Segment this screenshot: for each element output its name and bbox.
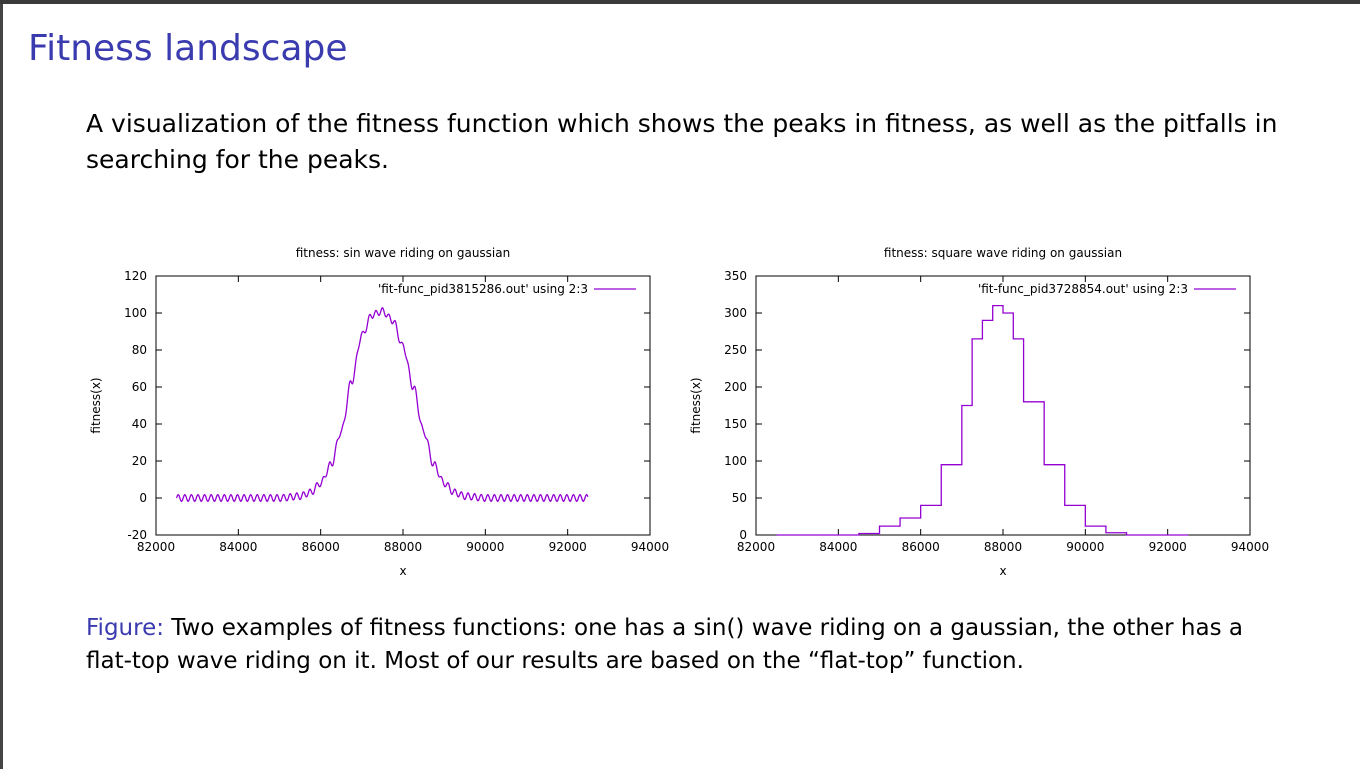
chart0-title: fitness: sin wave riding on gaussian [296,246,510,260]
chart0-legend-label: 'fit-func_pid3815286.out' using 2:3 [378,282,588,296]
chart0-x-tick-label: 92000 [549,540,587,554]
chart1-y-tick-label: 150 [724,417,747,431]
caption-label: Figure: [86,615,164,641]
chart0-x-tick-label: 88000 [384,540,422,554]
chart1-legend-label: 'fit-func_pid3728854.out' using 2:3 [978,282,1188,296]
chart0-y-tick-label: 100 [124,306,147,320]
chart1-x-tick-label: 82000 [737,540,775,554]
figure-caption: Figure: Two examples of fitness function… [86,612,1286,678]
chart1-x-tick-label: 94000 [1231,540,1269,554]
chart1-x-tick-label: 90000 [1066,540,1104,554]
chart1-plot-frame [755,275,1251,536]
chart0-series-line [175,307,589,503]
chart-sin-wave-svg: fitness: sin wave riding on gaussian 8200… [89,246,669,578]
chart-square-wave-svg: fitness: square wave riding on gaussian 8… [689,246,1269,578]
slide-title: Fitness landscape [28,28,348,69]
intro-paragraph: A visualization of the fitness function … [86,109,1278,174]
chart0-y-tick-label: 40 [132,417,147,431]
chart1-series-line [776,304,1189,536]
chart1-x-tick-label: 86000 [902,540,940,554]
window-left-border [0,4,3,769]
chart1-x-axis-label: x [999,564,1006,578]
chart0-x-tick-label: 94000 [631,540,669,554]
chart-sin-wave: fitness: sin wave riding on gaussian 8200… [80,238,680,588]
chart0-y-tick-label: 20 [132,454,147,468]
chart0-x-tick-label: 90000 [466,540,504,554]
chart0-y-tick-label: 80 [132,343,147,357]
chart0-y-axis-label: fitness(x) [89,377,103,433]
chart1-y-tick-label: 200 [724,380,747,394]
chart0-x-axis-label: x [399,564,406,578]
chart0-x-tick-label: 82000 [137,540,175,554]
chart1-x-tick-label: 84000 [819,540,857,554]
chart1-x-tick-label: 92000 [1149,540,1187,554]
chart1-y-tick-label: 250 [724,343,747,357]
chart1-y-tick-label: 50 [732,491,747,505]
chart1-y-tick-label: 350 [724,269,747,283]
chart1-y-tick-label: 0 [739,528,747,542]
chart1-title: fitness: square wave riding on gaussian [884,246,1122,260]
chart1-y-tick-label: 300 [724,306,747,320]
chart0-y-tick-label: -20 [127,528,147,542]
chart1-x-tick-label: 88000 [984,540,1022,554]
chart-square-wave: fitness: square wave riding on gaussian 8… [680,238,1280,588]
chart0-y-tick-label: 0 [139,491,147,505]
chart1-y-tick-label: 100 [724,454,747,468]
window-top-border [0,0,1360,4]
chart1-y-axis-label: fitness(x) [689,377,703,433]
chart0-y-tick-label: 60 [132,380,147,394]
chart0-x-tick-label: 84000 [219,540,257,554]
chart0-y-tick-label: 120 [124,269,147,283]
chart0-x-tick-label: 86000 [302,540,340,554]
caption-text: Two examples of fitness functions: one h… [86,615,1243,674]
